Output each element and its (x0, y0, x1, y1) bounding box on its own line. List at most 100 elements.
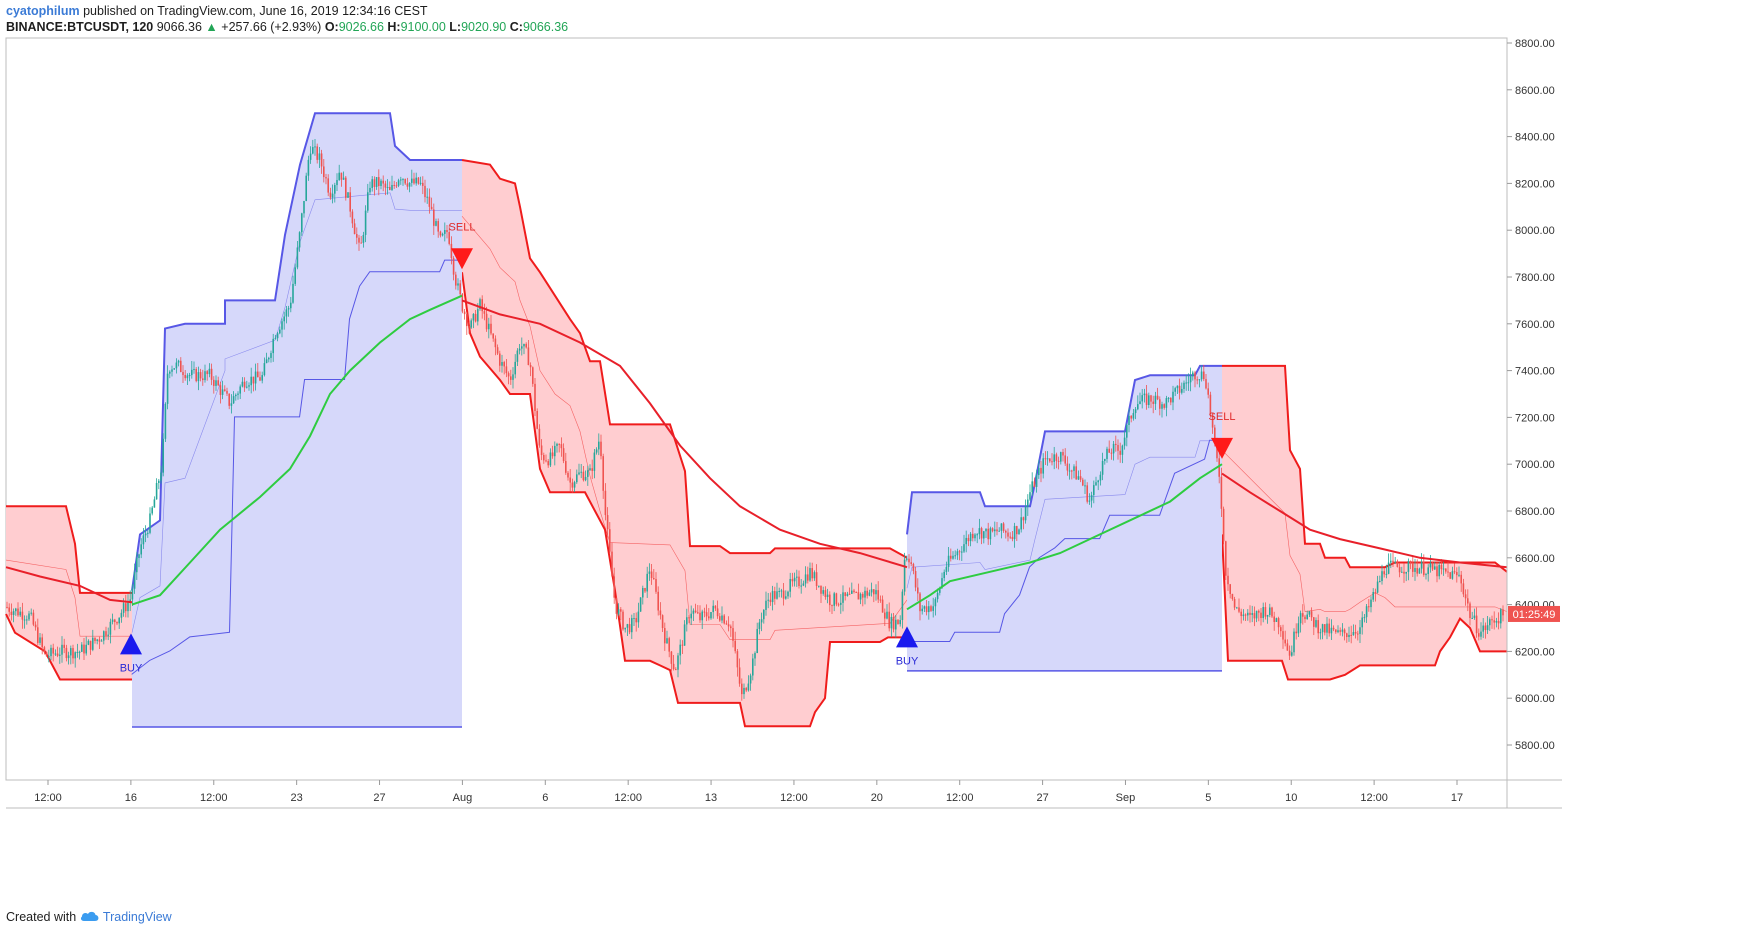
candle-up (646, 573, 648, 592)
candle-down (694, 610, 697, 613)
candle-down (8, 607, 10, 612)
candle-down (1264, 607, 1267, 617)
candle-down (417, 177, 420, 184)
candle-down (505, 366, 508, 374)
symbol-info-bar: BINANCE:BTCUSDT, 120 9066.36 ▲ +257.66 (… (6, 20, 568, 34)
candle-up (263, 363, 266, 376)
candle-down (474, 313, 477, 322)
y-tick-label: 8000.00 (1515, 225, 1555, 237)
candle-up (1480, 631, 1482, 637)
author-name[interactable]: cyatophilum (6, 4, 80, 18)
candle-up (246, 386, 248, 388)
candle-up (103, 631, 105, 641)
candle-down (105, 631, 107, 636)
candle-down (468, 326, 470, 328)
short-band-fill (462, 160, 907, 727)
candle-down (213, 379, 215, 386)
candle-down (835, 593, 838, 605)
candle-down (424, 185, 426, 198)
candle-up (1319, 632, 1322, 634)
candle-up (589, 468, 591, 471)
candle-down (1156, 395, 1159, 400)
x-tick-label: 12:00 (1360, 792, 1388, 804)
candle-up (166, 373, 169, 404)
candle-down (1207, 388, 1209, 395)
candle-up (1174, 388, 1176, 392)
ma-red-line (461, 299, 908, 569)
candle-down (1145, 393, 1148, 406)
y-axis[interactable]: 5800.006000.006200.006400.006600.006800.… (1507, 38, 1555, 752)
candle-down (439, 231, 442, 236)
tradingview-link[interactable]: TradingView (102, 910, 172, 924)
candle-down (1178, 385, 1181, 393)
candle-down (769, 599, 772, 603)
candle-down (1222, 508, 1225, 542)
candle-down (664, 628, 666, 644)
candle-down (459, 283, 461, 295)
candle-down (228, 393, 230, 406)
candle-down (853, 590, 855, 592)
candle-up (523, 343, 525, 347)
candle-up (974, 534, 976, 539)
signals: BUY SELL BUY SELL (120, 221, 1236, 674)
candle-up (1101, 460, 1104, 475)
candle-down (1152, 401, 1154, 404)
candle-down (1493, 620, 1495, 623)
candle-up (1185, 382, 1187, 384)
sell-label: SELL (449, 221, 476, 233)
candle-down (1240, 611, 1242, 617)
candle-up (1359, 627, 1361, 634)
candle-up (441, 233, 444, 236)
candle-down (1497, 620, 1500, 624)
candle-down (930, 606, 932, 611)
candle-down (670, 651, 673, 664)
candle-up (1308, 611, 1311, 615)
candle-up (1299, 613, 1302, 624)
candle-down (382, 180, 384, 184)
candle-up (162, 438, 164, 473)
candle-up (1418, 568, 1421, 574)
high-label: H: (387, 20, 401, 34)
candle-up (514, 361, 516, 375)
candle-up (479, 299, 481, 310)
candle-up (637, 611, 640, 623)
candle-down (980, 528, 983, 539)
candle-up (1106, 448, 1108, 459)
candle-up (164, 403, 167, 439)
candle-down (831, 605, 833, 607)
candle-up (1192, 372, 1194, 377)
candle-up (237, 393, 239, 395)
candle-up (292, 283, 294, 303)
candle-up (136, 558, 138, 573)
candle-up (87, 640, 90, 645)
candle-down (1350, 634, 1352, 636)
candle-up (576, 474, 578, 483)
candle-up (402, 179, 404, 181)
candle-down (892, 616, 895, 630)
candle-down (730, 626, 732, 629)
candle-up (939, 587, 941, 593)
candle-down (323, 166, 325, 178)
x-axis[interactable]: 12:00 16 12:00 23 27 Aug 6 12:00 13 12:00 20 12:00 2… (34, 780, 1463, 804)
candle-down (620, 609, 622, 612)
candle-up (149, 513, 151, 533)
candle-down (661, 615, 664, 629)
y-tick-label: 6200.00 (1515, 646, 1555, 658)
candle-up (906, 558, 908, 560)
candle-up (1376, 581, 1379, 593)
candle-down (32, 612, 35, 625)
candle-up (23, 619, 26, 621)
candle-up (1128, 415, 1130, 426)
candle-down (1055, 454, 1058, 461)
candle-up (415, 177, 417, 184)
candle-up (397, 180, 400, 186)
candle-down (884, 612, 886, 619)
candle-up (928, 606, 930, 613)
candle-down (925, 606, 928, 613)
candle-up (171, 369, 173, 372)
y-tick-label: 8600.00 (1515, 85, 1555, 97)
candle-up (1176, 385, 1179, 389)
candle-down (98, 639, 101, 642)
candle-up (521, 346, 523, 349)
